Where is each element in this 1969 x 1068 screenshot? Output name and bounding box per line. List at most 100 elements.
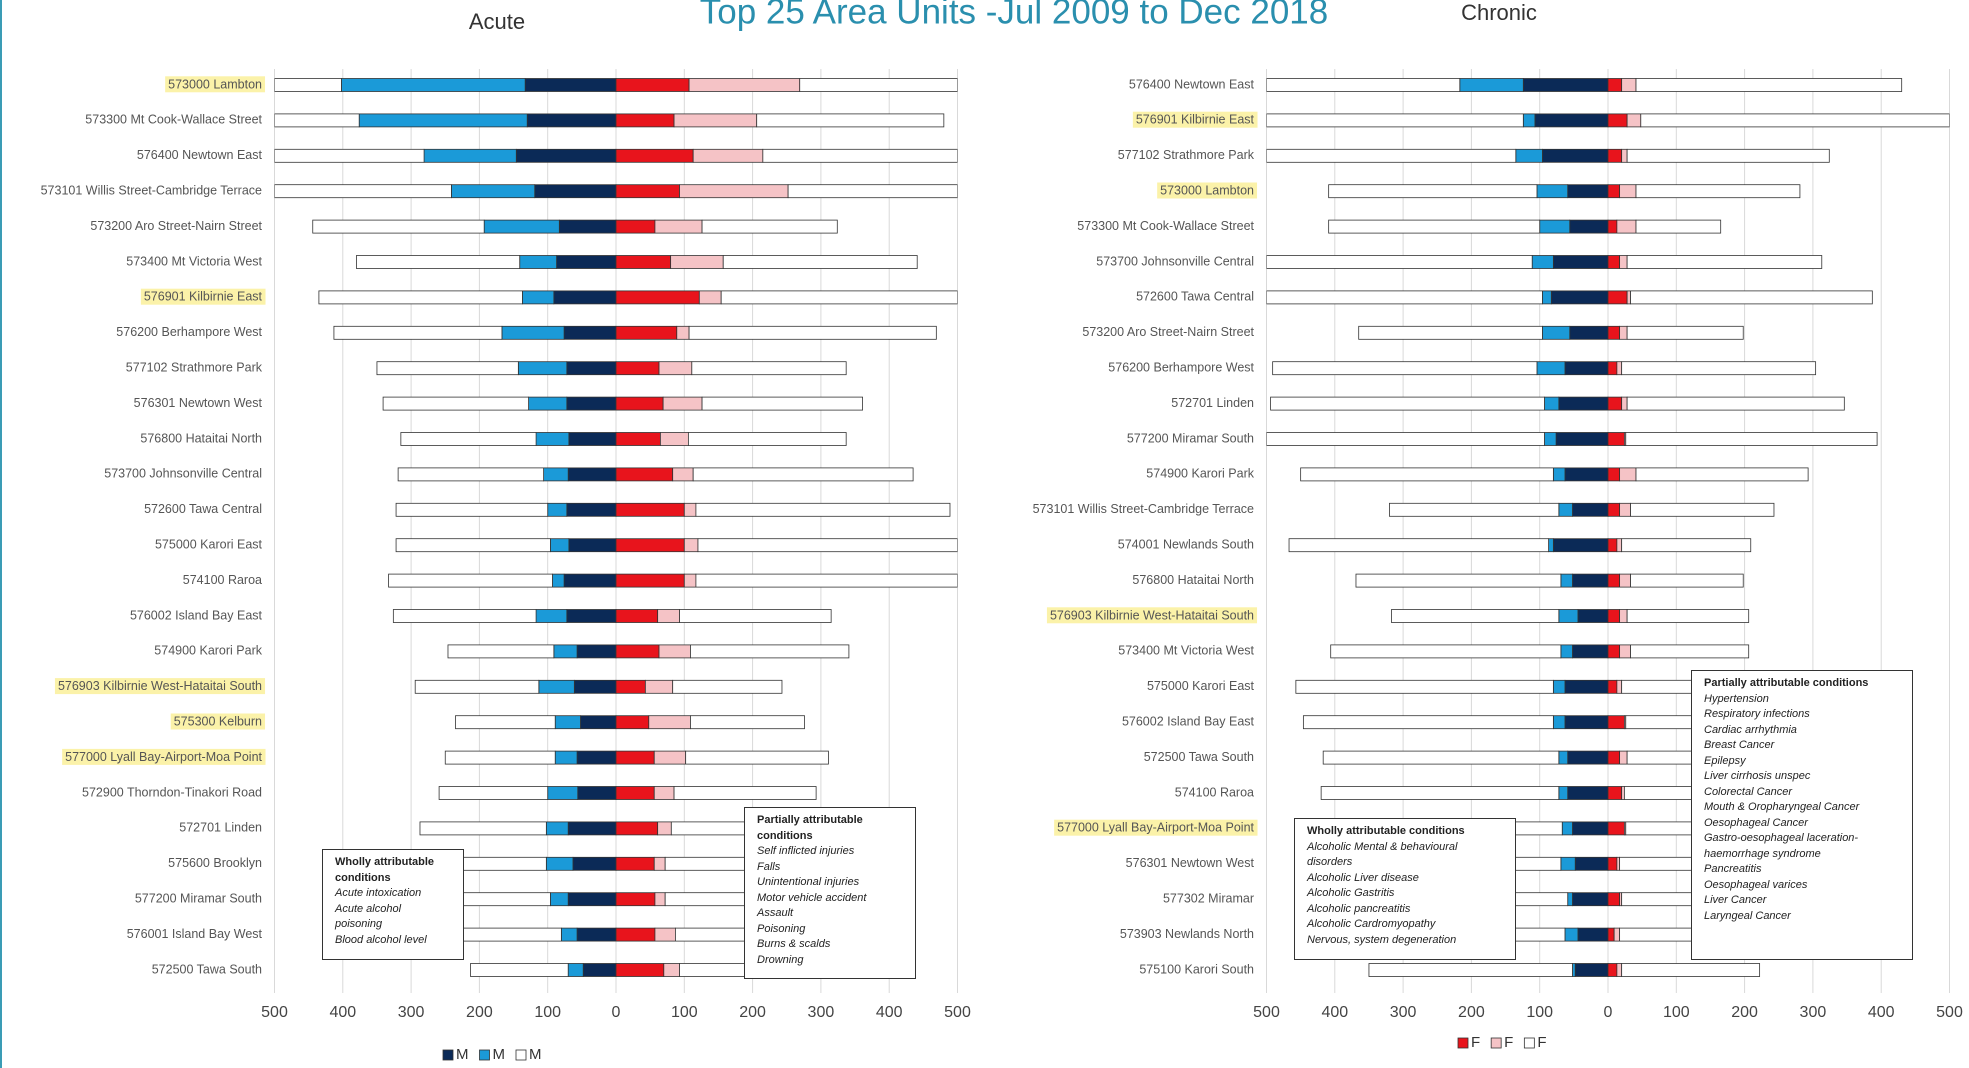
annotation-item: Acute intoxication xyxy=(335,887,422,899)
annotation-item: Liver Cancer xyxy=(1704,894,1767,906)
bar-segment xyxy=(535,432,570,446)
category-label: 573300 Mt Cook-Wallace Street xyxy=(85,113,262,127)
bar-segment xyxy=(1266,432,1545,446)
chart-title: Chronic xyxy=(1461,0,1537,25)
bar-segment xyxy=(1625,432,1878,446)
category-label: 573400 Mt Victoria West xyxy=(126,254,262,268)
bar-segment xyxy=(522,290,555,305)
category-label: 576002 Island Bay East xyxy=(1122,714,1255,728)
bar-segment xyxy=(333,325,503,340)
bar-segment xyxy=(615,963,665,977)
bar-segment xyxy=(1621,148,1628,163)
bar-segment xyxy=(1607,255,1621,269)
bar-segment xyxy=(1607,963,1618,977)
bar-segment xyxy=(1621,396,1628,411)
bar-segment xyxy=(1607,78,1623,92)
bar-segment xyxy=(1607,573,1621,588)
bar-segment xyxy=(1623,786,1695,800)
bar-segment xyxy=(1607,432,1625,446)
category-label: 576301 Newtown West xyxy=(134,396,263,410)
bars xyxy=(274,78,958,977)
annotation-box: Partially attributable conditions Self in… xyxy=(744,807,916,979)
chart-title: Acute xyxy=(469,9,525,34)
category-label: 576002 Island Bay East xyxy=(130,608,263,622)
bar-segment xyxy=(566,609,617,623)
category-label: 575000 Karori East xyxy=(1147,679,1255,693)
bar-segment xyxy=(1536,361,1566,376)
category-label: 572500 Tawa South xyxy=(152,962,262,976)
bar-segment xyxy=(567,963,584,977)
bar-segment xyxy=(1619,467,1637,482)
bar-segment xyxy=(528,396,568,411)
bar-segment xyxy=(615,148,694,163)
annotation-box: Wholly attributable conditions Alcoholic … xyxy=(1294,818,1516,960)
bar-segment xyxy=(577,786,617,800)
category-label: 575100 Karori South xyxy=(1139,962,1254,976)
legend-label: M xyxy=(456,1046,469,1063)
annotation-item: Nervous, system degeneration xyxy=(1307,933,1457,946)
bar-segment xyxy=(615,502,685,517)
bar-segment xyxy=(1572,573,1609,588)
bar-segment xyxy=(615,467,674,482)
bar-segment xyxy=(552,573,565,588)
label-highlight xyxy=(54,678,266,695)
annotation-item: Breast Cancer xyxy=(1704,739,1775,751)
annotation-item: Unintentional injuries xyxy=(757,876,860,888)
annotation-title: Wholly attributable conditions xyxy=(335,856,434,884)
x-tick-label: 0 xyxy=(1604,1004,1613,1021)
bar-segment xyxy=(1552,679,1566,694)
category-label: 577000 Lyall Bay-Airport-Moa Point xyxy=(65,750,262,764)
bar-segment xyxy=(1619,184,1637,199)
annotation-item: Alcoholic pancreatitis xyxy=(1307,902,1411,915)
bar-segment xyxy=(550,538,570,553)
bar-segment xyxy=(615,538,685,553)
bar-segment xyxy=(615,892,656,907)
bar-segment xyxy=(615,715,650,730)
bar-segment xyxy=(615,325,678,340)
bar-segment xyxy=(695,573,958,588)
bar-segment xyxy=(545,821,569,836)
category-label: 572600 Tawa Central xyxy=(1136,290,1254,304)
bar-segment xyxy=(550,892,569,907)
bar-segment xyxy=(1564,679,1609,694)
category-label: 577102 Strathmore Park xyxy=(126,360,263,374)
bar-segment xyxy=(358,113,528,128)
bar-segment xyxy=(563,573,617,588)
bar-segment xyxy=(553,644,578,659)
bar-segment xyxy=(1619,927,1695,942)
bar-segment xyxy=(1607,715,1625,730)
x-tick-label: 500 xyxy=(1936,1004,1963,1021)
x-tick-label: 200 xyxy=(1458,1004,1485,1021)
bar-segment xyxy=(1626,290,1631,305)
bar-segment xyxy=(1577,927,1609,942)
bar-segment xyxy=(1607,927,1615,942)
category-label: 576901 Kilbirnie East xyxy=(1136,113,1255,127)
category-label: 575000 Karori East xyxy=(155,537,263,551)
x-tick-label: 100 xyxy=(671,1004,698,1021)
category-label: 576200 Berhampore West xyxy=(1108,360,1254,374)
annotation-item: Alcoholic Gastritis xyxy=(1307,887,1395,899)
bar-segment xyxy=(447,644,555,659)
bar-segment xyxy=(670,821,747,836)
bar-segment xyxy=(1300,467,1554,482)
bar-segment xyxy=(1567,184,1609,199)
bar-segment xyxy=(1328,184,1538,199)
legend-swatch xyxy=(1490,1037,1502,1049)
bar-segment xyxy=(1558,609,1579,623)
category-label: 573200 Aro Street-Nairn Street xyxy=(1082,325,1254,339)
bar-segment xyxy=(1555,432,1609,446)
bar-segment xyxy=(438,786,549,800)
annotation-item: Self inflicted injuries xyxy=(757,845,855,857)
bar-segment xyxy=(535,609,568,623)
bar-segment xyxy=(1616,219,1637,234)
annotation-item: Laryngeal Cancer xyxy=(1704,909,1791,922)
bar-segment xyxy=(1607,184,1621,199)
bar-segment xyxy=(1621,361,1817,376)
bar-segment xyxy=(582,963,617,977)
bar-segment xyxy=(615,184,680,199)
bar-segment xyxy=(690,644,850,659)
bar-segment xyxy=(1619,644,1631,659)
x-tick-label: 500 xyxy=(261,1004,288,1021)
annotation-title: Partially attributable conditions xyxy=(757,814,863,842)
bar-segment xyxy=(558,219,617,234)
